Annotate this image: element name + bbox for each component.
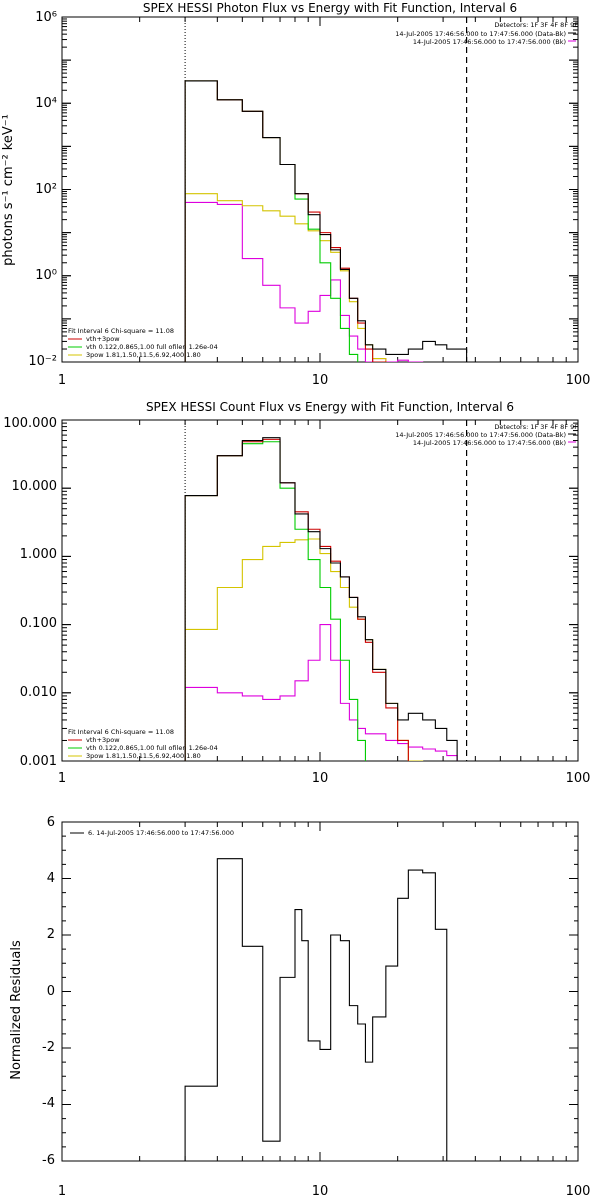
residuals-series-0 [184, 858, 467, 1161]
count-legend-bk: 14-Jul-2005 17:46:56.000 to 17:47:56.000… [413, 439, 566, 447]
photon-series-1 [184, 80, 468, 362]
residuals-y-tick--6: -6 [42, 1153, 55, 1168]
count-y-tick-100.000: 100.000 [3, 416, 57, 431]
count-x-tick-100: 100 [566, 771, 591, 786]
photon-fit-line-powerlaw: 3pow 1.81,1.50,11.5,6.92,400,1.80 [86, 351, 201, 359]
residuals-x-tick-10: 10 [312, 1184, 329, 1199]
count-panel-title: SPEX HESSI Count Flux vs Energy with Fit… [146, 400, 514, 414]
residuals-panel: Normalized Residuals 6. 14-Jul-2005 17:4… [9, 815, 590, 1199]
photon-y-tick-1e4: 10⁴ [35, 96, 57, 111]
count-fit-header: Fit Interval 6 Chi-square = 11.08 [68, 728, 174, 736]
photon-x-tick-10: 10 [312, 373, 329, 388]
count-y-tick-0.001: 0.001 [20, 754, 57, 769]
count-series-0 [184, 437, 458, 761]
count-legend-data: 14-Jul-2005 17:46:56.000 to 17:47:56.000… [395, 431, 566, 439]
photon-fit-line-thermal: vth 0.122,0.865,1.00 full ofilen 1.26e-0… [86, 343, 218, 351]
residuals-y-tick-2: 2 [47, 927, 55, 942]
count-y-tick-0.100: 0.100 [20, 616, 57, 631]
count-x-tick-1: 1 [58, 771, 66, 786]
photon-fit-line-total: vth+3pow [86, 335, 120, 343]
photon-panel-title: SPEX HESSI Photon Flux vs Energy with Fi… [143, 1, 517, 15]
count-plot-frame [61, 419, 579, 762]
photon-y-tick-1e0: 10⁰ [35, 268, 57, 283]
count-detectors-label: Detectors: 1F 3F 4F 8F 9F [494, 423, 578, 431]
photon-series-2 [184, 80, 468, 362]
count-fit-line-powerlaw: 3pow 1.81,1.50,11.5,6.92,400,1.80 [86, 752, 201, 760]
photon-y-axis-label: photons s⁻¹ cm⁻² keV⁻¹ [1, 114, 16, 266]
photon-legend-bk: 14-Jul-2005 17:46:56.000 to 17:47:56.000… [413, 38, 566, 46]
residuals-y-tick--4: -4 [42, 1096, 55, 1111]
residuals-plot-frame [61, 821, 579, 1162]
photon-series-4 [184, 201, 468, 362]
photon-series-0 [184, 80, 468, 362]
residuals-y-tick-6: 6 [47, 815, 55, 830]
residuals-legend-label: 6. 14-Jul-2005 17:46:56.000 to 17:47:56.… [88, 829, 234, 837]
photon-fit-header: Fit Interval 6 Chi-square = 11.08 [68, 327, 174, 335]
photon-legend-data: 14-Jul-2005 17:46:56.000 to 17:47:56.000… [395, 30, 566, 38]
residuals-y-tick-4: 4 [47, 871, 55, 886]
residuals-y-tick-0: 0 [47, 984, 55, 999]
photon-y-tick-1e-2: 10⁻² [28, 354, 57, 369]
count-flux-panel: SPEX HESSI Count Flux vs Energy with Fit… [3, 400, 591, 786]
photon-series-3 [184, 193, 468, 362]
photon-x-tick-1: 1 [58, 373, 66, 388]
count-series-4 [184, 624, 458, 761]
photon-x-tick-100: 100 [566, 373, 591, 388]
count-x-tick-10: 10 [312, 771, 329, 786]
count-fit-line-total: vth+3pow [86, 736, 120, 744]
residuals-y-axis-label: Normalized Residuals [9, 940, 24, 1080]
count-y-tick-0.010: 0.010 [20, 685, 57, 700]
count-fit-line-thermal: vth 0.122,0.865,1.00 full ofilen 1.26e-0… [86, 744, 218, 752]
photon-detectors-label: Detectors: 1F 3F 4F 8F 9F [494, 21, 578, 29]
photon-y-tick-1e6: 10⁶ [35, 10, 57, 25]
count-y-tick-1.000: 1.000 [20, 547, 57, 562]
count-y-tick-10.000: 10.000 [12, 479, 58, 494]
count-series-2 [184, 441, 458, 761]
photon-flux-panel: SPEX HESSI Photon Flux vs Energy with Fi… [1, 1, 591, 388]
photon-y-tick-1e2: 10² [35, 182, 57, 197]
count-series-3 [184, 538, 458, 761]
residuals-x-tick-100: 100 [566, 1184, 591, 1199]
residuals-y-tick--2: -2 [42, 1040, 55, 1055]
residuals-x-tick-1: 1 [58, 1184, 66, 1199]
